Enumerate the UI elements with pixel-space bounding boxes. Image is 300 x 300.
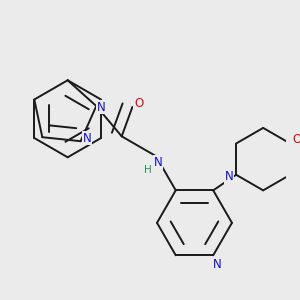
Text: N: N: [82, 132, 91, 145]
Text: N: N: [154, 156, 162, 169]
Text: N: N: [97, 100, 106, 114]
Text: N: N: [224, 170, 233, 183]
Text: N: N: [213, 258, 222, 271]
Text: O: O: [134, 98, 143, 110]
Text: O: O: [293, 133, 300, 146]
Text: H: H: [144, 165, 152, 175]
